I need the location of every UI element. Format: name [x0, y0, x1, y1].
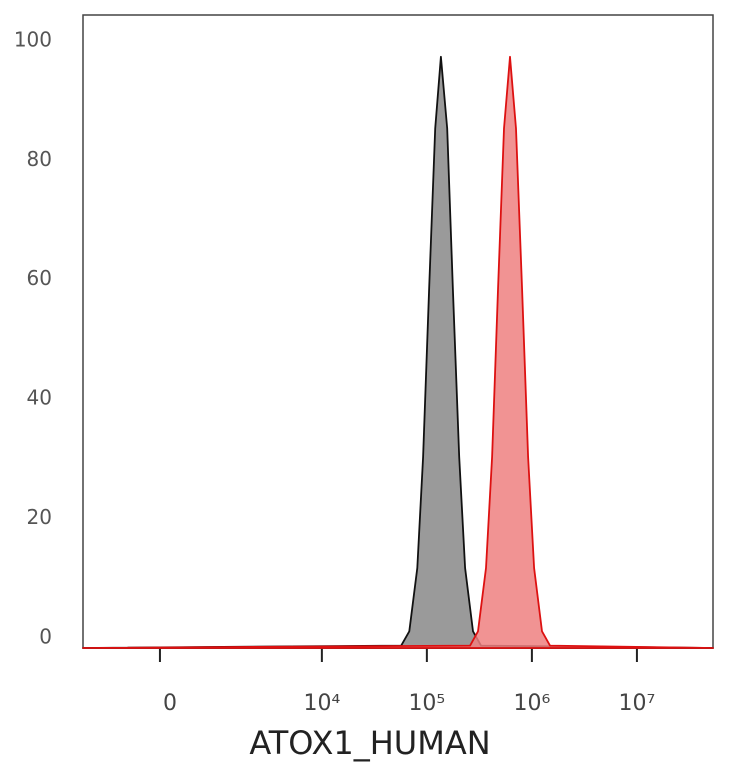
y-tick-label: 100 — [14, 27, 52, 51]
histogram-area — [82, 55, 714, 649]
x-tick-label: 10⁶ — [513, 691, 550, 716]
y-tick-label: 0 — [39, 625, 52, 649]
y-tick-label: 60 — [27, 266, 52, 290]
y-tick-label: 20 — [27, 505, 52, 529]
x-tick-label: 0 — [163, 691, 177, 716]
x-tick-label: 10⁵ — [408, 691, 445, 716]
x-axis-label: ATOX1_HUMAN — [249, 724, 490, 762]
plot-frame — [82, 14, 714, 649]
y-tick-label: 80 — [27, 147, 52, 171]
x-tick-label: 10⁷ — [619, 691, 656, 716]
y-tick-label: 40 — [27, 386, 52, 410]
x-tick-label: 10⁴ — [303, 691, 340, 716]
histogram-area — [82, 55, 714, 649]
